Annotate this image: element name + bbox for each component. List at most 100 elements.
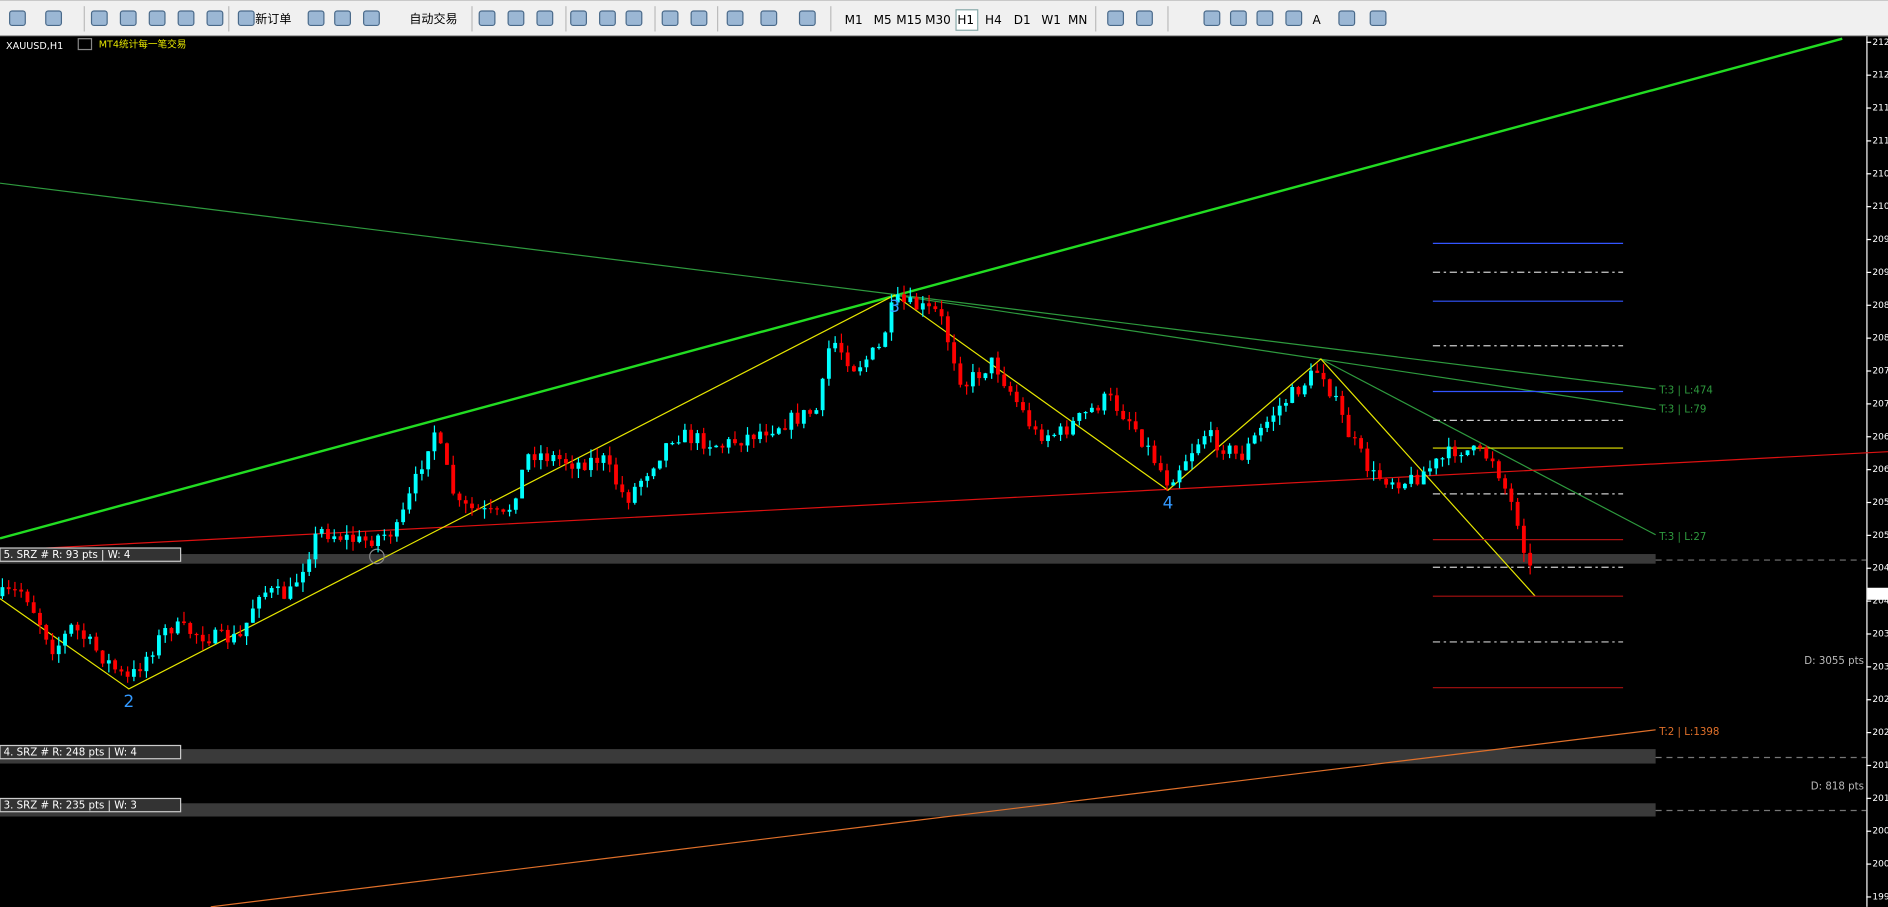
text-tool[interactable]: A <box>1312 13 1321 27</box>
timeframe-button[interactable]: M15 <box>896 13 922 27</box>
candle-body <box>432 432 437 452</box>
candle-body <box>25 591 30 603</box>
candle-body <box>1528 552 1533 566</box>
candle-body <box>413 473 418 494</box>
zone-bands <box>0 554 1867 817</box>
toolbar-icon[interactable] <box>690 10 708 27</box>
axis-label: 208 <box>1872 334 1888 344</box>
toolbar-icon[interactable] <box>798 10 816 27</box>
toolbar-icon[interactable] <box>307 10 325 27</box>
candle-body <box>13 589 17 591</box>
candle-body <box>764 431 769 436</box>
axis-label: 201 <box>1872 794 1888 804</box>
timeframe-button[interactable]: D1 <box>1014 13 1031 27</box>
candle-body <box>1390 482 1395 485</box>
candle-body <box>801 410 806 424</box>
candle-body <box>426 451 431 470</box>
candle-body <box>1021 402 1025 411</box>
toolbar-icon[interactable] <box>507 10 525 27</box>
candle-body <box>1008 386 1013 392</box>
candle-body <box>1246 443 1251 460</box>
candle-body <box>532 454 537 461</box>
toolbar-icon[interactable] <box>1338 10 1356 27</box>
toolbar-icon[interactable] <box>45 10 63 27</box>
candle-body <box>94 636 99 651</box>
timeframe-button[interactable]: W1 <box>1041 13 1061 27</box>
toolbar-icon[interactable] <box>206 10 224 27</box>
candle-body <box>870 347 875 360</box>
candle-body <box>363 536 368 541</box>
timeframe-button[interactable]: H1 <box>957 13 974 27</box>
toolbar-icon[interactable] <box>760 10 778 27</box>
candle-body <box>1352 437 1357 439</box>
candle-body <box>294 582 299 587</box>
candle-body <box>1033 426 1038 430</box>
toolbar-icon[interactable] <box>148 10 166 27</box>
candle-body <box>1152 445 1157 464</box>
candle-body <box>733 439 737 444</box>
axis-label: 211 <box>1872 104 1888 114</box>
toolbar-icon[interactable] <box>9 10 26 27</box>
candle-body <box>1265 421 1270 428</box>
toolbar-icon[interactable] <box>334 10 351 27</box>
candle-body <box>495 508 499 510</box>
candle-body <box>657 460 662 469</box>
candle-body <box>401 509 406 523</box>
candle-body <box>1503 478 1508 489</box>
candle-body <box>1196 444 1201 454</box>
toolbar-icon[interactable] <box>90 10 108 27</box>
candle-body <box>88 636 92 639</box>
candle-body <box>407 493 412 510</box>
toolbar-icon[interactable] <box>536 10 554 27</box>
candle-body <box>1108 393 1113 396</box>
candle-body <box>570 463 575 469</box>
toolbar-icon[interactable] <box>1136 10 1153 27</box>
toolbar-icon[interactable] <box>237 10 255 27</box>
candle-body <box>833 342 838 349</box>
candle-body <box>1102 393 1107 411</box>
new-order-button[interactable]: 新订单 <box>255 11 291 26</box>
toolbar-icon[interactable] <box>478 10 496 27</box>
candle-body <box>682 429 687 443</box>
timeframe-button[interactable]: MN <box>1068 13 1087 27</box>
candle-body <box>338 536 343 540</box>
candle-body <box>1446 446 1451 459</box>
axis-label: 199 <box>1872 892 1888 902</box>
candle-body <box>614 464 618 485</box>
axis-label: 212 <box>1872 71 1888 81</box>
toolbar-icon[interactable] <box>1229 10 1247 27</box>
toolbar-icon[interactable] <box>570 10 587 27</box>
toolbar-icon[interactable] <box>599 10 616 27</box>
toolbar-icon[interactable] <box>726 10 744 27</box>
toolbar-icon[interactable] <box>1203 10 1221 27</box>
candle-body <box>607 455 612 465</box>
timeframe-button[interactable]: M30 <box>925 13 951 27</box>
timeframe-button[interactable]: M1 <box>845 13 863 27</box>
timeframe-button[interactable]: M5 <box>874 13 892 27</box>
candle-body <box>695 433 700 444</box>
candle-body <box>1315 370 1320 373</box>
candle-body <box>1158 463 1163 471</box>
toolbar-icon[interactable] <box>1256 10 1274 27</box>
axis-label: 212 <box>1872 38 1888 48</box>
candle-body <box>1490 458 1495 462</box>
toolbar-icon[interactable] <box>1369 10 1387 27</box>
candle-body <box>1484 447 1489 459</box>
candle-body <box>1515 501 1520 526</box>
candle-body <box>1046 435 1050 442</box>
candle-body <box>839 342 844 353</box>
toolbar-icon[interactable] <box>625 10 643 27</box>
toolbar-icon[interactable] <box>119 10 137 27</box>
auto-trade-button[interactable]: 自动交易 <box>409 11 457 26</box>
toolbar-icon[interactable] <box>1107 10 1125 27</box>
candle-body <box>1340 395 1345 415</box>
toolbar-icon[interactable] <box>661 10 679 27</box>
candle-body <box>601 455 606 463</box>
candle-body <box>845 352 850 367</box>
toolbar-icon[interactable] <box>1285 10 1303 27</box>
toolbar-icon[interactable] <box>363 10 380 27</box>
candle-body <box>213 629 218 644</box>
timeframe-button[interactable]: H4 <box>985 13 1002 27</box>
candle-body <box>914 297 919 310</box>
toolbar-icon[interactable] <box>177 10 195 27</box>
